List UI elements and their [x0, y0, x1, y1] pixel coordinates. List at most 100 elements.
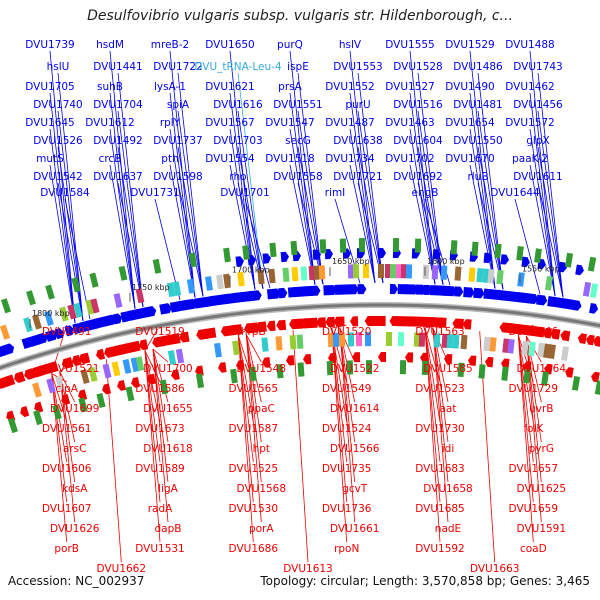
gene-label[interactable]: DVU1702 — [385, 153, 435, 165]
gene-label[interactable]: engB — [412, 187, 439, 199]
gene-label[interactable]: DVU1700 — [143, 363, 193, 375]
gene-label[interactable]: coaD — [520, 543, 547, 555]
gene-label[interactable]: DVU1692 — [393, 171, 443, 183]
gene-label[interactable]: DVU1546 — [509, 326, 559, 338]
gene-label[interactable]: DVU1662 — [97, 563, 147, 575]
gene-label[interactable]: DVU1621 — [205, 81, 255, 93]
gene-label[interactable]: DVU1704 — [93, 99, 143, 111]
gene-label[interactable]: DVU1542 — [33, 171, 83, 183]
gene-label[interactable]: paaK-2 — [512, 153, 548, 165]
gene-label[interactable]: DVU1589 — [135, 463, 185, 475]
gene-label[interactable]: prsA — [278, 81, 302, 93]
gene-label[interactable]: DVU1701 — [220, 187, 270, 199]
gene-label[interactable]: DVU1491 — [42, 326, 92, 338]
gene-label[interactable]: DVU1606 — [42, 463, 92, 475]
gene-label[interactable]: DVU1614 — [330, 403, 380, 415]
gene-label[interactable]: DVU1552 — [325, 81, 375, 93]
gene-label[interactable]: crcB — [99, 153, 122, 165]
gene-label[interactable]: hslV — [339, 39, 362, 51]
gene-label[interactable]: DVU1654 — [445, 117, 495, 129]
gene-label[interactable]: hrpB — [241, 326, 266, 338]
gene-label[interactable]: dapB — [155, 523, 182, 535]
gene-label[interactable]: ppaC — [248, 403, 275, 415]
gene-label[interactable]: DVU1563 — [415, 326, 465, 338]
gene-label[interactable]: DVU1567 — [205, 117, 255, 129]
gene-label[interactable]: rho — [229, 171, 246, 183]
gene-label[interactable]: ispE — [287, 61, 309, 73]
gene-label[interactable]: rimI — [325, 187, 346, 199]
gene-label[interactable]: rluB — [467, 171, 488, 183]
gene-label[interactable]: DVU1607 — [42, 503, 92, 515]
gene-label[interactable]: pth — [161, 153, 178, 165]
gene-label[interactable]: porB — [54, 543, 79, 555]
gene-label[interactable]: DVU1561 — [42, 423, 92, 435]
gene-label[interactable]: glpX — [526, 135, 549, 147]
gene-label[interactable]: purU — [345, 99, 370, 111]
gene-label[interactable]: DVU1683 — [415, 463, 465, 475]
gene-label[interactable]: DVU1625 — [517, 483, 567, 495]
gene-label[interactable]: DVU1555 — [385, 39, 435, 51]
gene-label[interactable]: DVU1587 — [229, 423, 279, 435]
gene-label[interactable]: DVU1722 — [153, 61, 203, 73]
gene-label[interactable]: folK — [523, 423, 544, 435]
gene-label[interactable]: DVU1551 — [273, 99, 323, 111]
gene-label[interactable]: DVU1644 — [490, 187, 540, 199]
gene-label[interactable]: DVU1584 — [40, 187, 90, 199]
gene-label[interactable]: DVU1566 — [330, 443, 380, 455]
gene-label[interactable]: DVU1592 — [415, 543, 465, 555]
gene-label[interactable]: mreB-2 — [151, 39, 189, 51]
gene-label[interactable]: DVU1737 — [153, 135, 203, 147]
gene-label[interactable]: porA — [249, 523, 274, 535]
gene-label[interactable]: lysA-1 — [154, 81, 186, 93]
gene-label[interactable]: DVU1519 — [135, 326, 185, 338]
gene-label[interactable]: DVU1564 — [517, 363, 567, 375]
gene-label[interactable]: DVU1547 — [265, 117, 315, 129]
gene-label[interactable]: DVU1658 — [423, 483, 473, 495]
gene-label[interactable]: DVU1670 — [445, 153, 495, 165]
gene-label[interactable]: DVU1488 — [505, 39, 555, 51]
gene-label[interactable]: DVU1525 — [229, 463, 279, 475]
gene-label[interactable]: rpoN — [334, 543, 359, 555]
gene-label[interactable]: DVU1524 — [322, 423, 372, 435]
gene-label[interactable]: DVU1572 — [505, 117, 555, 129]
gene-label[interactable]: DVU1655 — [143, 403, 193, 415]
gene-label[interactable]: DVU1736 — [322, 503, 372, 515]
gene-label[interactable]: DVU1530 — [229, 503, 279, 515]
gene-label[interactable]: DVU1526 — [33, 135, 83, 147]
gene-label[interactable]: DVU1730 — [415, 423, 465, 435]
gene-label[interactable]: DVU1490 — [445, 81, 495, 93]
gene-label[interactable]: DVU1638 — [333, 135, 383, 147]
gene-label[interactable]: DVU1456 — [513, 99, 563, 111]
gene-label[interactable]: DVU1685 — [415, 503, 465, 515]
gene-label[interactable]: secG — [285, 135, 311, 147]
gene-label[interactable]: DVU1522 — [330, 363, 380, 375]
gene-label[interactable]: DVU1673 — [135, 423, 185, 435]
gene-label[interactable]: pyrG — [529, 443, 554, 455]
gene-label[interactable]: aat — [440, 403, 457, 415]
gene-label[interactable]: DVU1703 — [213, 135, 263, 147]
gene-label[interactable]: DVU1554 — [205, 153, 255, 165]
gene-label[interactable]: DVU1598 — [153, 171, 203, 183]
gene-label[interactable]: DVU1565 — [229, 383, 279, 395]
gene-label[interactable]: DVU1611 — [513, 171, 563, 183]
gene-label[interactable]: hsdM — [96, 39, 124, 51]
gene-label[interactable]: purQ — [277, 39, 303, 51]
gene-label[interactable]: DVU1734 — [325, 153, 375, 165]
gene-label[interactable]: DVU1586 — [135, 383, 185, 395]
gene-label[interactable]: uvrB — [529, 403, 553, 415]
gene-label[interactable]: mutS — [36, 153, 64, 165]
gene-label[interactable]: DVU1626 — [50, 523, 100, 535]
gene-label[interactable]: DVU1743 — [513, 61, 563, 73]
gene-label[interactable]: DVU1528 — [393, 61, 443, 73]
gene-label[interactable]: DVU1558 — [273, 171, 323, 183]
gene-label[interactable]: DVU1650 — [205, 39, 255, 51]
gene-label[interactable]: nadE — [435, 523, 461, 535]
gene-label[interactable]: kdsA — [62, 483, 88, 495]
gene-label[interactable]: DVU1548 — [237, 363, 287, 375]
gene-label[interactable]: DVU1527 — [385, 81, 435, 93]
gene-label[interactable]: clpA — [55, 383, 78, 395]
gene-label[interactable]: gcvT — [342, 483, 368, 495]
gene-label[interactable]: DVU1521 — [50, 363, 100, 375]
gene-label[interactable]: rplY — [160, 117, 181, 129]
gene-label[interactable]: idi — [442, 443, 455, 455]
